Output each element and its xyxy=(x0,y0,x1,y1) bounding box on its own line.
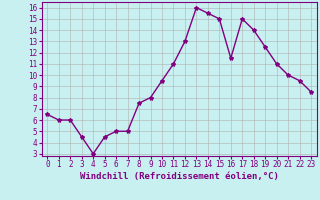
X-axis label: Windchill (Refroidissement éolien,°C): Windchill (Refroidissement éolien,°C) xyxy=(80,172,279,181)
